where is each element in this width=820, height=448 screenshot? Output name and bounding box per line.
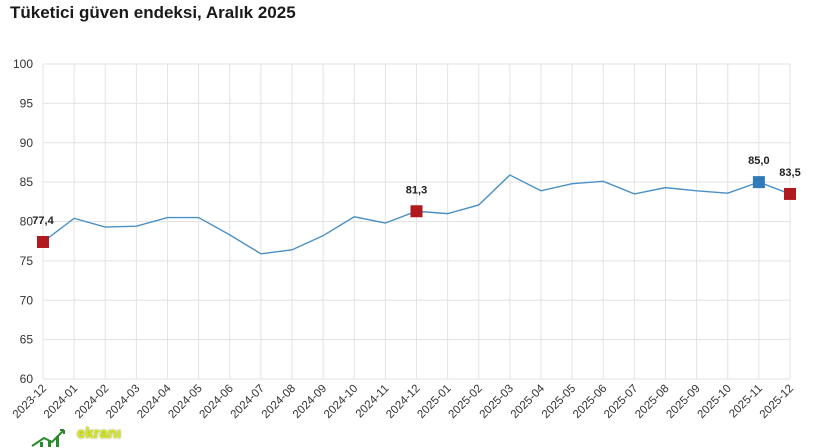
watermark-logo-icon xyxy=(31,429,65,447)
data-label: 85,0 xyxy=(748,155,769,167)
highlight-marker xyxy=(784,187,796,200)
highlight-markers xyxy=(37,176,796,248)
x-tick-label: 2024-10 xyxy=(322,383,360,421)
chart-title: Tüketici güven endeksi, Aralık 2025 xyxy=(10,3,296,22)
y-tick-label: 60 xyxy=(20,372,34,386)
data-label: 81,3 xyxy=(406,184,427,196)
y-tick-label: 75 xyxy=(20,254,34,268)
y-tick-label: 65 xyxy=(20,333,34,347)
highlight-marker xyxy=(752,176,765,189)
y-axis-ticks: 60 65 70 75 80 85 90 95 100 xyxy=(13,57,33,386)
x-axis-ticks: 2023-122024-012024-022024-032024-042024-… xyxy=(11,382,796,421)
x-tick-label: 2025-12 xyxy=(758,383,796,421)
data-label: 83,5 xyxy=(779,167,800,179)
watermark-text: ekranı xyxy=(77,425,122,442)
y-tick-label: 70 xyxy=(20,293,34,307)
grid-lines xyxy=(42,63,791,380)
y-tick-label: 100 xyxy=(13,57,33,71)
y-tick-label: 85 xyxy=(20,175,34,189)
highlight-marker xyxy=(37,235,49,248)
data-labels: 77,4 81,3 85,0 83,5 xyxy=(32,155,800,227)
y-tick-label: 90 xyxy=(20,136,34,150)
y-tick-label: 80 xyxy=(20,215,34,229)
data-label: 77,4 xyxy=(32,215,54,227)
y-tick-label: 95 xyxy=(20,96,34,110)
highlight-marker xyxy=(410,205,423,218)
x-tick-label: 2025-10 xyxy=(696,383,734,421)
